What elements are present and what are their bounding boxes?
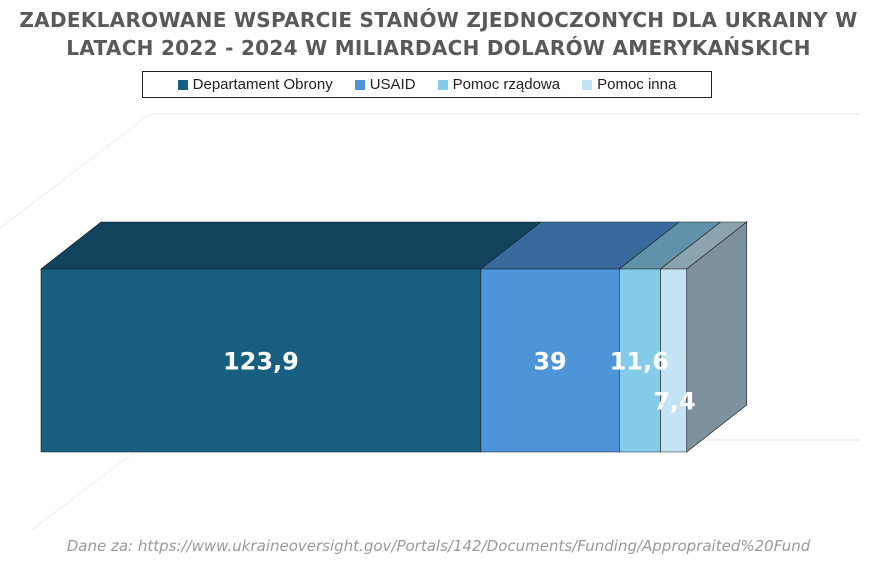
legend-swatch-pomoc-inna <box>582 79 593 90</box>
data-label-2: 11,6 <box>610 348 669 376</box>
source-note: Dane za: https://www.ukraineoversight.go… <box>66 537 811 555</box>
bar-side-face <box>686 221 748 453</box>
chart-title: ZADEKLAROWANE WSPARCIE STANÓW ZJEDNOCZON… <box>19 8 858 60</box>
legend-item-usaid: USAID <box>354 76 416 93</box>
legend-item-pomoc-rzadowa: Pomoc rządowa <box>437 76 561 93</box>
legend-label-departament-obrony: Departament Obrony <box>192 76 333 93</box>
legend-swatch-pomoc-rzadowa <box>437 79 448 90</box>
legend-label-pomoc-rzadowa: Pomoc rządowa <box>452 76 561 93</box>
data-label-1: 39 <box>533 348 566 376</box>
legend-item-pomoc-inna: Pomoc inna <box>582 76 676 93</box>
data-label-group: 123,9 39 11,6 7,4 <box>223 348 696 416</box>
chart-plot: 123,9 39 11,6 7,4 <box>0 113 860 530</box>
legend-label-pomoc-inna: Pomoc inna <box>597 76 677 93</box>
data-label-3: 7,4 <box>653 388 696 416</box>
legend-item-departament-obrony: Departament Obrony <box>177 76 333 93</box>
bar-group <box>40 221 748 453</box>
chart-legend: Departament Obrony USAID Pomoc rządowa P… <box>142 71 712 98</box>
floor-line-diagonal-top <box>0 113 151 229</box>
legend-swatch-departament-obrony <box>177 79 188 90</box>
floor-line-diagonal-bottom <box>30 439 151 530</box>
legend-label-usaid: USAID <box>369 76 416 93</box>
data-label-0: 123,9 <box>223 348 299 376</box>
legend-swatch-usaid <box>354 79 365 90</box>
bar-top-0 <box>40 221 542 270</box>
